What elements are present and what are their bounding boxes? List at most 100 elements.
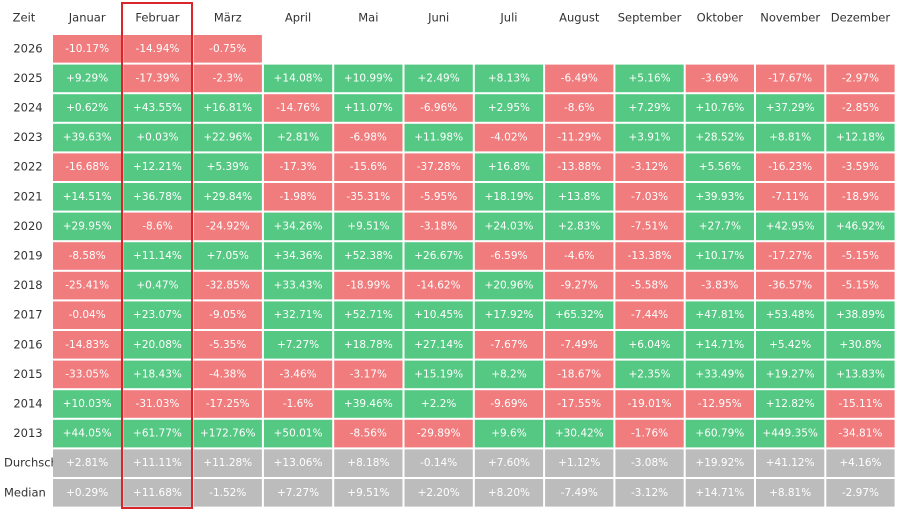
cell-value: -19.01% — [628, 398, 672, 410]
column-header: Januar — [68, 11, 106, 25]
cell-value: +19.27% — [766, 368, 815, 380]
cell-value: -25.41% — [65, 280, 109, 292]
cell-value: -7.11% — [772, 191, 809, 203]
cell — [193, 271, 262, 300]
column-header: Dezember — [831, 11, 891, 25]
cell — [193, 390, 262, 418]
cell — [263, 64, 333, 93]
cell — [263, 153, 333, 181]
cell — [123, 479, 192, 507]
cell-value: -6.59% — [490, 250, 527, 262]
row-label: Median — [4, 485, 46, 499]
cell-value: -17.55% — [557, 398, 601, 410]
cell — [756, 94, 825, 122]
cell-value: +39.93% — [695, 191, 744, 203]
cell-value: +7.29% — [628, 102, 670, 114]
cell — [263, 242, 333, 270]
cell-value: +172.76% — [200, 428, 256, 440]
cell-value: -2.85% — [842, 102, 879, 114]
cell-value: -4.38% — [209, 368, 246, 380]
cell — [193, 94, 262, 122]
cell-value: -24.92% — [206, 220, 250, 232]
cell — [474, 212, 544, 241]
column-header: Februar — [135, 11, 179, 25]
cell-value: -9.05% — [209, 309, 246, 321]
cell-value: -8.6% — [142, 220, 172, 232]
cell — [826, 449, 895, 477]
cell-value: -16.23% — [768, 161, 812, 173]
cell — [685, 183, 754, 211]
cell-value: -3.17% — [350, 368, 387, 380]
column-header: Zeit — [13, 11, 36, 25]
cell-value: -9.69% — [490, 398, 527, 410]
cell — [545, 242, 614, 270]
cell-value: +27.7% — [699, 220, 741, 232]
cell-value: +8.2% — [491, 368, 526, 380]
row-label: 2013 — [13, 426, 42, 440]
cell — [474, 94, 544, 122]
cell — [404, 301, 473, 329]
cell — [334, 360, 403, 389]
cell — [404, 183, 473, 211]
cell-value: +14.08% — [274, 72, 323, 84]
cell — [404, 390, 473, 418]
cell — [545, 331, 614, 359]
cell — [685, 301, 754, 329]
cell-value: +11.28% — [203, 457, 252, 469]
cell-value: -3.12% — [631, 487, 668, 499]
cell — [615, 64, 684, 93]
cell-value: -8.6% — [564, 102, 594, 114]
cell — [123, 153, 192, 181]
cell-value: +6.04% — [628, 339, 670, 351]
cell-value: +16.8% — [488, 161, 530, 173]
cell — [756, 212, 825, 241]
cell — [193, 212, 262, 241]
cell-value: -1.98% — [279, 191, 316, 203]
cell-value: -17.27% — [768, 250, 812, 262]
cell — [756, 360, 825, 389]
cell — [615, 271, 684, 300]
cell — [193, 331, 262, 359]
cell — [123, 242, 192, 270]
cell — [685, 212, 754, 241]
cell-value: +2.95% — [488, 102, 530, 114]
cell — [53, 153, 122, 181]
cell — [615, 390, 684, 418]
cell — [826, 360, 895, 389]
cell-value: +11.14% — [133, 250, 182, 262]
cell-value: +8.18% — [347, 457, 389, 469]
cell — [615, 449, 684, 477]
cell-value: +44.05% — [63, 428, 112, 440]
cell-value: -18.99% — [346, 280, 390, 292]
cell-value: -12.95% — [698, 398, 742, 410]
cell-value: -10.17% — [65, 43, 109, 55]
cell-value: +20.96% — [485, 280, 534, 292]
cell — [756, 449, 825, 477]
cell-value: -7.49% — [561, 339, 598, 351]
cell — [545, 183, 614, 211]
cell — [404, 419, 473, 448]
cell-value: -9.27% — [561, 280, 598, 292]
cell-value: -13.38% — [628, 250, 672, 262]
cell — [545, 123, 614, 152]
cell — [545, 479, 614, 507]
cell — [685, 479, 754, 507]
cell-value: -4.6% — [564, 250, 594, 262]
cell-value: +8.81% — [769, 487, 811, 499]
cell — [193, 479, 262, 507]
cell-value: +2.2% — [421, 398, 456, 410]
cell — [123, 449, 192, 477]
cell — [193, 419, 262, 448]
cell — [193, 301, 262, 329]
cell — [474, 123, 544, 152]
cell — [826, 301, 895, 329]
cell — [545, 212, 614, 241]
cell — [193, 35, 262, 63]
cell-value: +65.32% — [555, 309, 604, 321]
cell-value: -1.52% — [209, 487, 246, 499]
cell-value: +10.45% — [414, 309, 463, 321]
cell-value: -5.95% — [420, 191, 457, 203]
cell-value: +4.16% — [839, 457, 881, 469]
column-header: April — [285, 11, 311, 25]
cell-value: +9.6% — [491, 428, 526, 440]
